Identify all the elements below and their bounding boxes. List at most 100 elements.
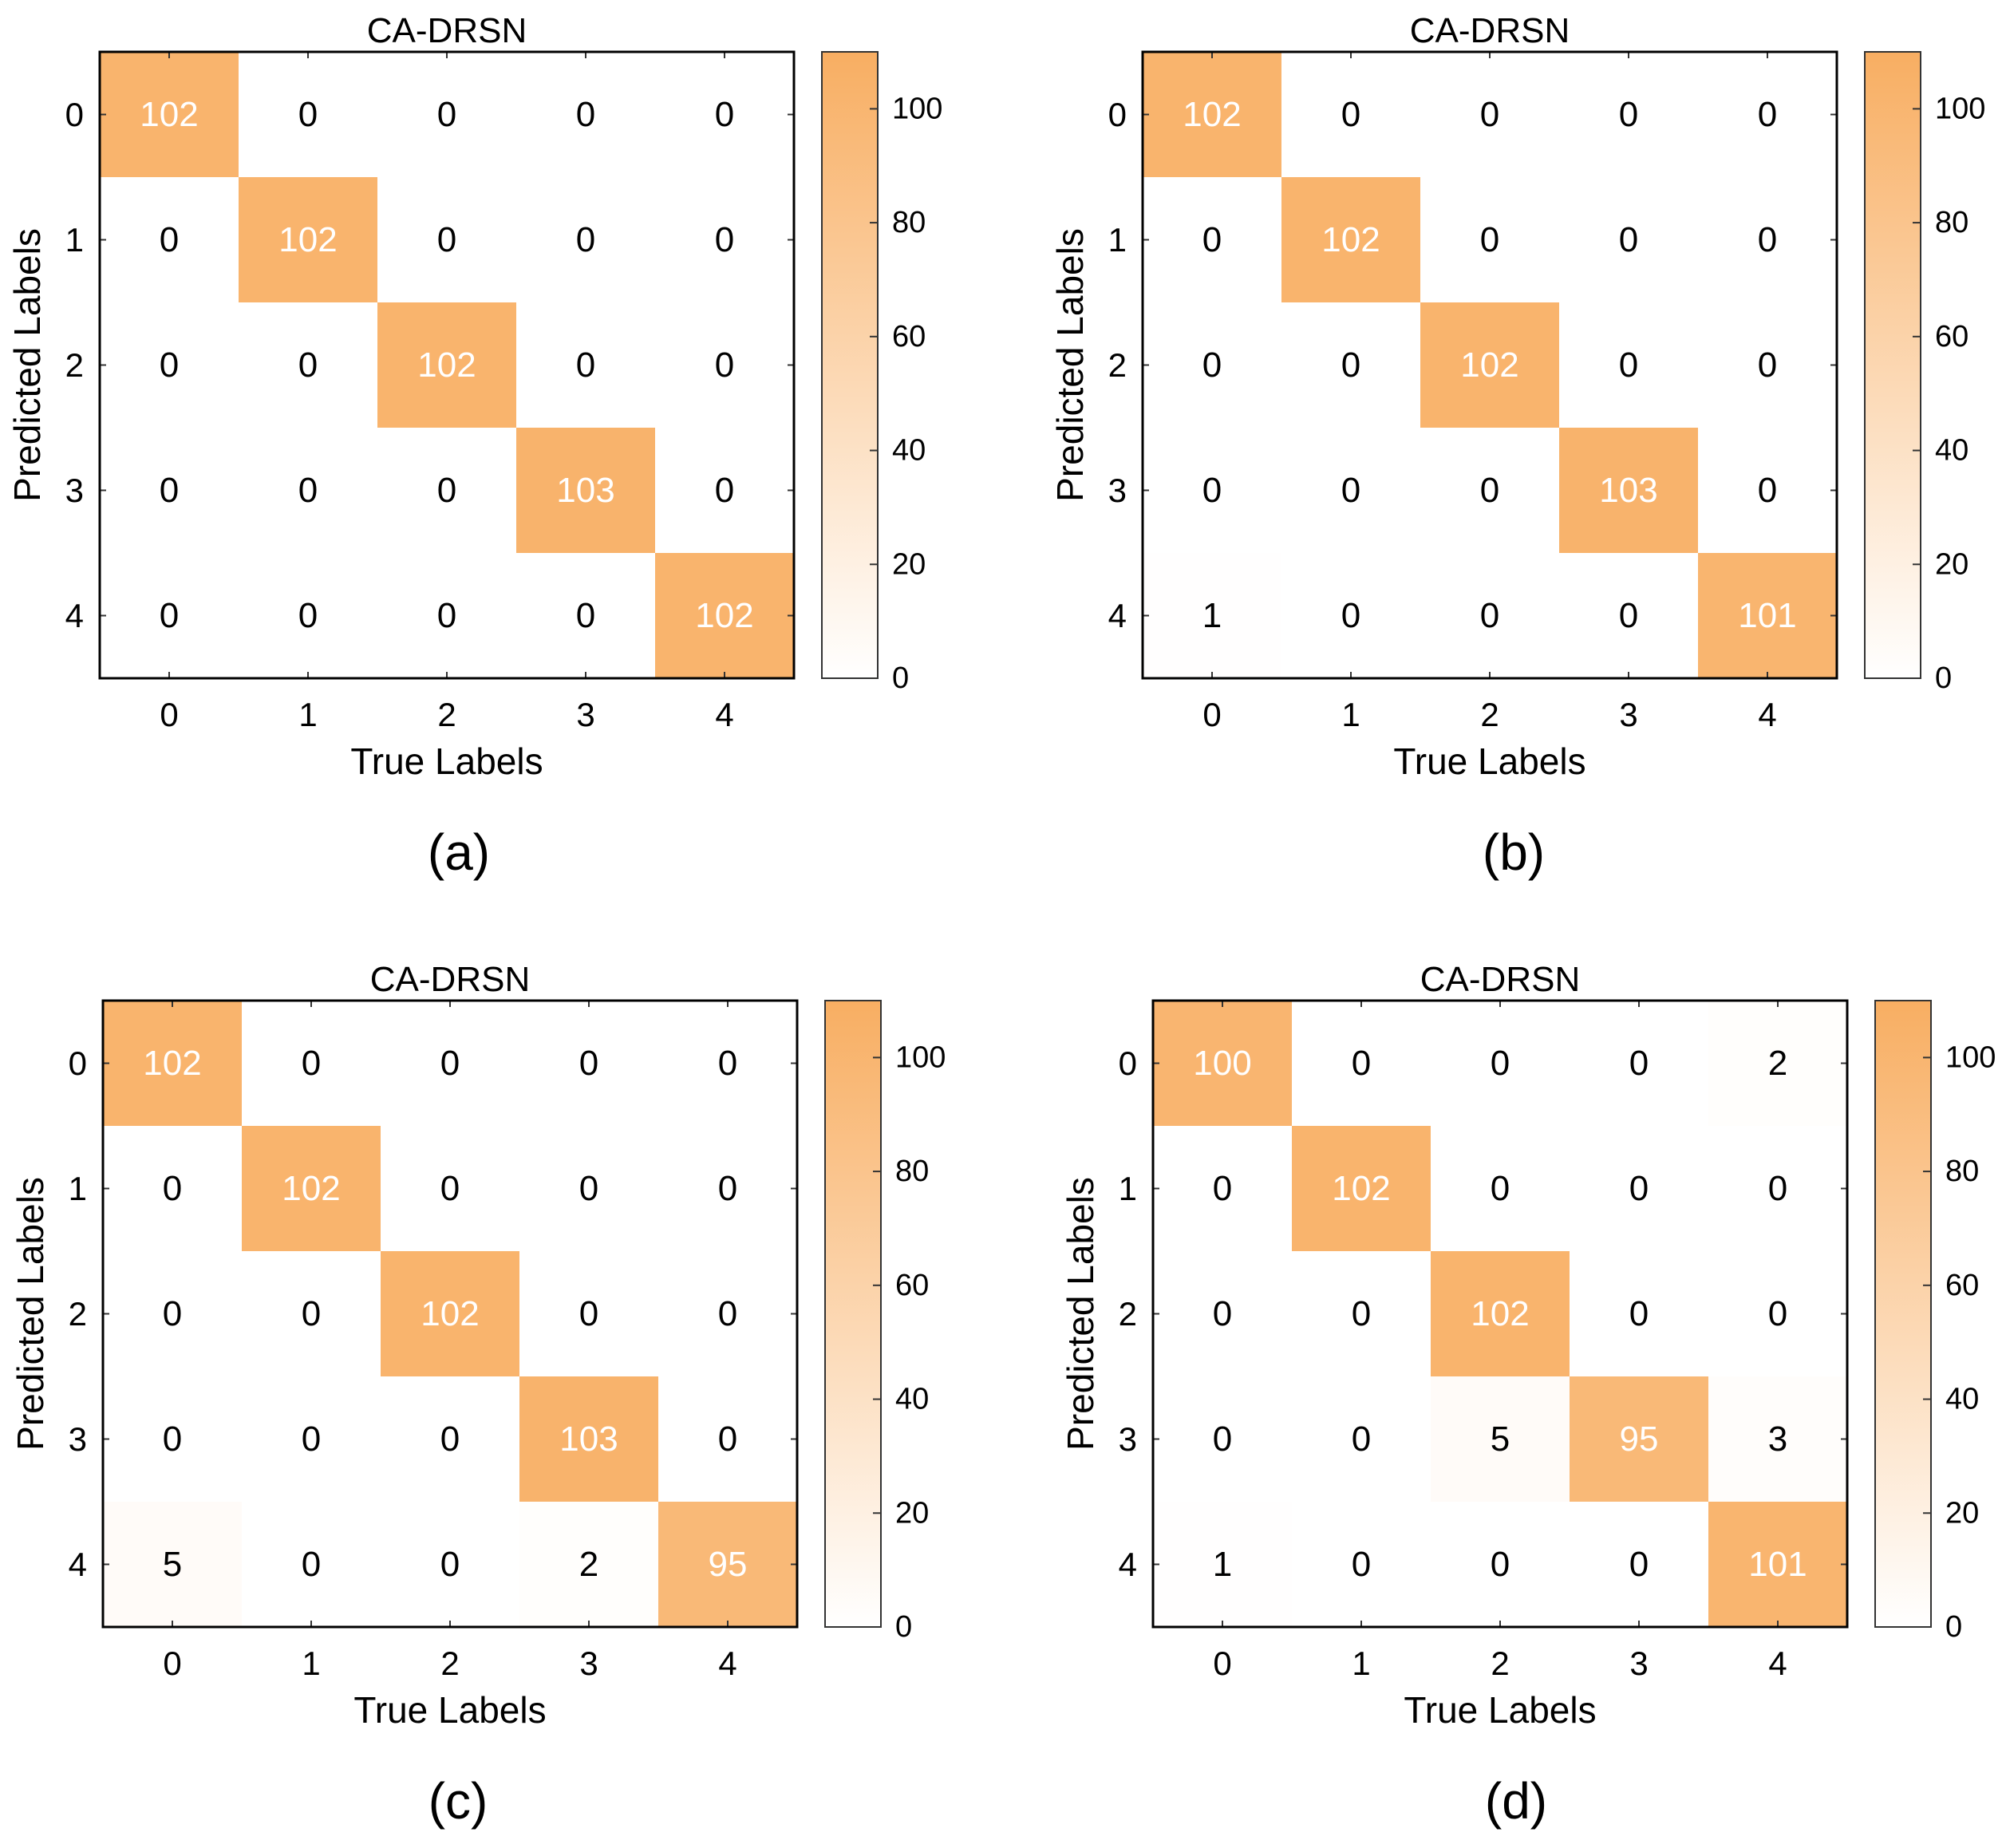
heatmap-cell [1143,553,1282,679]
panel-label: (c) [428,1772,488,1830]
x-tick-label: 1 [1341,696,1360,733]
cell-value: 0 [1202,471,1222,510]
x-tick-label: 1 [302,1645,320,1682]
cell-value: 101 [1738,596,1796,635]
cell-value: 0 [1480,471,1499,510]
heatmap-cell [239,302,378,428]
heatmap-cell [1559,428,1699,554]
colorbar-tick-label: 60 [892,320,926,353]
cell-value: 102 [140,95,198,134]
cell-value: 0 [1352,1044,1371,1083]
heatmap-cell [377,177,517,303]
heatmap-cell [1708,1001,1848,1127]
heatmap-cell [1570,1126,1709,1252]
heatmap-cell [1698,52,1838,178]
cell-value: 102 [1471,1294,1529,1333]
heatmap-cell [1143,177,1282,303]
heatmap-cell [381,1126,520,1252]
colorbar-tick-label: 100 [1945,1040,1996,1074]
x-ticks: 0 1 2 3 4 [1213,1645,1787,1682]
y-tick-label: 2 [65,346,84,384]
heatmap-cell [1698,302,1838,428]
heatmap-cell [1708,1376,1848,1502]
heatmap-cell [100,553,239,679]
heatmap-cell [1420,177,1560,303]
cell-value: 103 [556,471,614,510]
heatmap-cell [1431,1251,1570,1377]
cell-value: 0 [1480,95,1499,134]
colorbar-tick-label: 100 [1935,92,1985,125]
cell-value: 102 [1332,1169,1390,1208]
cell-value: 0 [437,95,456,134]
cell-value: 0 [576,346,595,385]
cell-value: 0 [1341,471,1360,510]
heatmap-cell [1420,553,1560,679]
cell-value: 0 [1758,346,1777,385]
colorbar-tick-label: 0 [1935,661,1952,695]
x-axis-label: True Labels [350,740,543,782]
cell-value: 0 [576,220,595,259]
y-ticks: 0 1 2 3 4 [1108,96,1127,634]
cell-value: 0 [302,1420,321,1459]
cell-value: 2 [579,1545,598,1584]
x-tick-label: 1 [298,696,317,733]
colorbar: 0 20 40 60 80 100 [1874,1000,1996,1644]
heatmap-cell [1153,1001,1293,1127]
cell-value: 3 [1768,1420,1787,1459]
cell-value: 0 [1758,95,1777,134]
cell-value: 0 [160,596,179,635]
cell-value: 0 [1341,596,1360,635]
cell-value: 0 [302,1545,321,1584]
heatmap-cell [1143,52,1282,178]
heatmap-cell [377,302,517,428]
x-tick-label: 0 [163,1645,181,1682]
heatmap-cell [1143,428,1282,554]
y-tick-label: 1 [1119,1170,1137,1207]
heatmap-cell [100,177,239,303]
colorbar: 0 20 40 60 80 100 [821,51,942,695]
cell-value: 0 [163,1294,182,1333]
y-ticks: 0 1 2 3 4 [69,1044,87,1583]
colorbar-gradient [821,51,879,679]
y-tick-label: 4 [69,1546,87,1583]
colorbar-tick-label: 20 [892,547,926,581]
cell-value: 0 [715,346,734,385]
cell-value: 0 [1619,95,1638,134]
heatmap-cell [1153,1502,1293,1628]
cell-value: 102 [1460,346,1518,385]
colorbar-tick-label: 40 [1945,1383,1979,1416]
cell-value: 0 [1619,596,1638,635]
heatmap-cell [1292,1251,1431,1377]
cell-value: 0 [1352,1294,1371,1333]
cell-value: 0 [302,1044,321,1083]
cells: 102 0 0 0 0 0 102 0 0 0 0 0 102 0 0 0 0 0 103 0 1 0 0 0 101 [1143,52,1838,679]
heatmap-cell [103,1502,243,1628]
heatmap-cell [239,177,378,303]
heatmap-cell [1281,52,1421,178]
y-axis-label: Predicted Labels [1049,228,1091,502]
colorbar-tick-label: 60 [1945,1269,1979,1302]
colorbar: 0 20 40 60 80 100 [1864,51,1985,695]
colorbar-tick-label: 60 [895,1269,929,1302]
heatmap-cell [658,1502,798,1628]
colorbar-gradient [1874,1000,1932,1628]
x-tick-label: 1 [1352,1645,1370,1682]
cell-value: 0 [718,1294,737,1333]
heatmap-cell [1431,1001,1570,1127]
cell-value: 0 [718,1044,737,1083]
cell-value: 0 [1352,1545,1371,1584]
cell-value: 95 [709,1545,748,1584]
heatmap-cell [377,428,517,554]
cell-value: 103 [1599,471,1657,510]
x-tick-label: 0 [160,696,178,733]
y-tick-label: 1 [65,221,84,259]
y-axis-label: Predicted Labels [10,1177,51,1451]
heatmap-cell [655,428,795,554]
x-axis-label: True Labels [353,1689,546,1731]
heatmap-cell [1698,177,1838,303]
heatmap-cell [1570,1251,1709,1377]
cell-value: 0 [1491,1545,1510,1584]
cell-value: 0 [1341,346,1360,385]
heatmap-cell [1698,428,1838,554]
cell-value: 100 [1193,1044,1251,1083]
